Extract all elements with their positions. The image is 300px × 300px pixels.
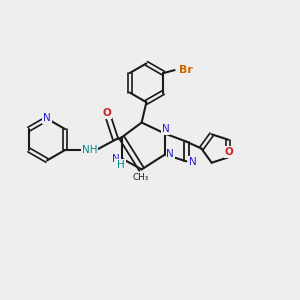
Text: N: N	[162, 124, 170, 134]
Text: Br: Br	[179, 64, 193, 74]
Text: N: N	[43, 113, 51, 123]
Text: N: N	[167, 149, 174, 159]
Text: O: O	[102, 108, 111, 118]
Text: H: H	[117, 160, 125, 170]
Text: NH: NH	[82, 145, 98, 155]
Text: N: N	[189, 157, 197, 167]
Text: N: N	[112, 154, 120, 164]
Text: CH₃: CH₃	[133, 173, 149, 182]
Text: O: O	[225, 147, 233, 157]
